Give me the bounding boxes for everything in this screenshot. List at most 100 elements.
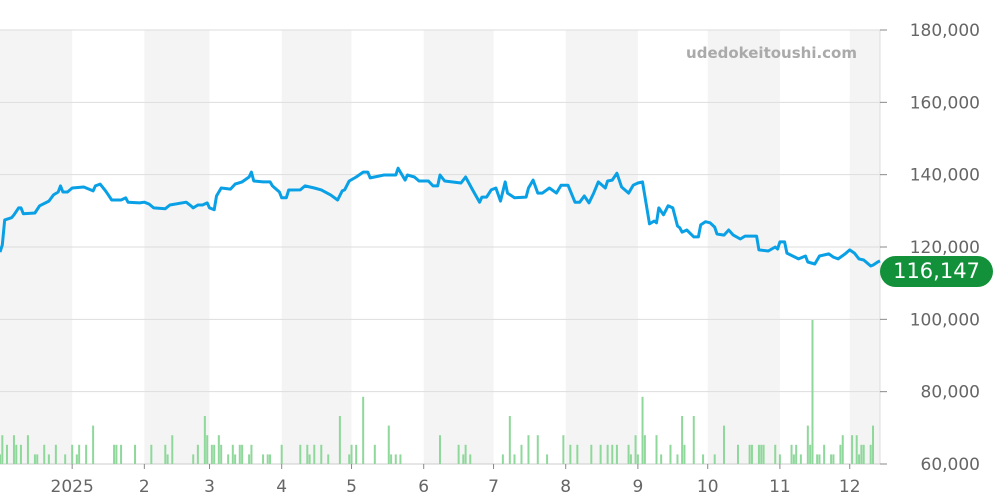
volume-bar — [306, 444, 309, 464]
volume-bar — [862, 444, 865, 464]
volume-bar — [469, 454, 472, 464]
volume-bar — [164, 444, 167, 464]
volume-bar — [350, 444, 353, 464]
volume-bars — [0, 320, 875, 464]
volume-bar — [809, 444, 812, 464]
volume-bar — [54, 444, 57, 464]
x-tick-label: 11 — [769, 477, 791, 497]
volume-bar — [576, 444, 579, 464]
volume-bar — [227, 454, 230, 464]
volume-bar — [250, 444, 253, 464]
volume-bar — [681, 416, 684, 464]
volume-bar — [790, 444, 793, 464]
volume-bar — [231, 444, 234, 464]
volume-bar — [832, 454, 835, 464]
volume-bar — [562, 435, 565, 464]
volume-bar — [692, 416, 695, 464]
x-tick-label: 8 — [560, 477, 571, 497]
volume-bar — [26, 435, 29, 464]
volume-bar — [611, 444, 614, 464]
y-tick-label: 80,000 — [921, 383, 980, 403]
volume-bar — [590, 444, 593, 464]
volume-bar — [85, 444, 88, 464]
volume-bar — [855, 435, 858, 464]
volume-bar — [627, 444, 630, 464]
y-tick-label: 100,000 — [910, 310, 980, 330]
x-tick-label: 2 — [139, 477, 150, 497]
volume-bar — [872, 425, 875, 464]
y-tick-label: 120,000 — [910, 238, 980, 258]
volume-bar — [643, 435, 646, 464]
volume-bar — [760, 444, 763, 464]
volume-bar — [762, 444, 765, 464]
volume-bar — [823, 444, 826, 464]
y-tick-label: 160,000 — [910, 93, 980, 113]
volume-bar — [213, 444, 216, 464]
volume-bar — [150, 444, 153, 464]
volume-bar — [816, 454, 819, 464]
volume-bar — [702, 454, 705, 464]
volume-bar — [799, 454, 802, 464]
volume-bar — [841, 435, 844, 464]
price-line — [0, 166, 881, 268]
volume-bar — [569, 444, 572, 464]
volume-bar — [338, 416, 341, 464]
volume-bar — [64, 454, 67, 464]
volume-bar — [75, 454, 78, 464]
y-tick-label: 60,000 — [921, 455, 980, 475]
volume-bar — [818, 454, 821, 464]
volume-bar — [262, 454, 265, 464]
volume-bar — [527, 435, 530, 464]
volume-bar — [457, 444, 460, 464]
volume-bar — [536, 435, 539, 464]
volume-bar — [399, 454, 402, 464]
volume-bar — [736, 444, 739, 464]
volume-bar — [115, 444, 118, 464]
volume-bar — [501, 454, 504, 464]
volume-bar — [362, 396, 365, 464]
volume-bar — [36, 454, 39, 464]
volume-bar — [655, 435, 658, 464]
volume-bar — [757, 444, 760, 464]
x-tick-label: 3 — [204, 477, 215, 497]
volume-bar — [676, 454, 679, 464]
volume-bar — [313, 444, 316, 464]
volume-bar — [120, 444, 123, 464]
volume-bar — [806, 425, 809, 464]
volume-bar — [203, 416, 206, 464]
volume-bar — [47, 454, 50, 464]
volume-bar — [634, 435, 637, 464]
volume-bar — [308, 454, 311, 464]
volume-bar — [373, 444, 376, 464]
volume-bar — [1, 435, 4, 464]
volume-bar — [269, 454, 272, 464]
volume-bar — [683, 444, 686, 464]
volume-bar — [390, 454, 393, 464]
volume-bar — [851, 435, 854, 464]
volume-bar — [462, 454, 465, 464]
volume-bar — [248, 454, 251, 464]
volume-bar — [113, 444, 116, 464]
volume-bar — [280, 444, 283, 464]
volume-bar — [348, 454, 351, 464]
volume-bar — [660, 454, 663, 464]
volume-bar — [206, 435, 209, 464]
volume-bar — [134, 444, 137, 464]
x-tick-label: 12 — [839, 477, 861, 497]
y-tick-label: 180,000 — [910, 21, 980, 41]
volume-bar — [860, 444, 863, 464]
axis-ticks: 60,000 80,000 100,000 120,000 140,000 160,000… — [51, 21, 980, 497]
volume-bar — [238, 444, 241, 464]
x-tick-label: 5 — [346, 477, 357, 497]
volume-bar — [750, 444, 753, 464]
volume-bar — [669, 444, 672, 464]
volume-bar — [520, 444, 523, 464]
volume-bar — [192, 454, 195, 464]
volume-bar — [629, 454, 632, 464]
volume-bar — [266, 454, 269, 464]
volume-bar — [641, 396, 644, 464]
volume-bar — [778, 454, 781, 464]
volume-bar — [43, 444, 46, 464]
volume-bar — [0, 454, 1, 464]
volume-bar — [299, 444, 302, 464]
